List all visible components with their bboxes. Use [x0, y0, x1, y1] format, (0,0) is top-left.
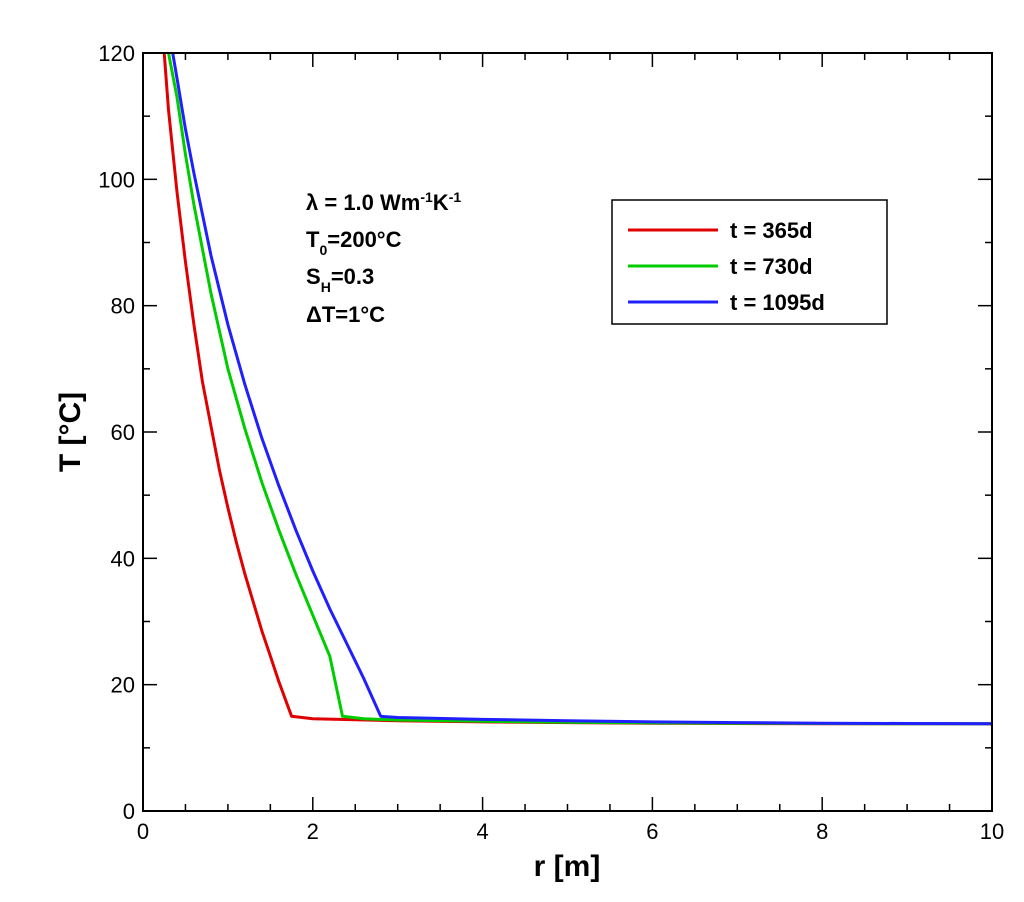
y-tick-label-20: 20: [111, 673, 135, 698]
legend: t = 365d t = 730d t = 1095d: [611, 199, 888, 325]
legend-label-730d: t = 730d: [730, 254, 813, 279]
x-tick-label-6: 6: [646, 819, 658, 844]
annotation-t0: T0=200°C: [306, 227, 402, 258]
y-tick-label-100: 100: [98, 167, 135, 192]
y-tick-label-60: 60: [111, 420, 135, 445]
plot-frame: [142, 52, 993, 812]
x-tick-label-4: 4: [476, 819, 488, 844]
legend-label-1095d: t = 1095d: [730, 290, 825, 315]
annotation-delta-t: ΔT=1°C: [306, 302, 385, 327]
legend-label-365d: t = 365d: [730, 218, 813, 243]
y-tick-label-40: 40: [111, 546, 135, 571]
y-tick-label-120: 120: [98, 41, 135, 66]
series-lines: [162, 53, 992, 726]
lambda-symbol: λ: [306, 190, 318, 215]
y-tick-label-0: 0: [123, 799, 135, 824]
plot-area: [143, 53, 992, 811]
x-tick-label-8: 8: [816, 819, 828, 844]
series-line-1095d: [171, 53, 992, 726]
annotation-block: λ = 1.0 Wm-1K-1 T0=200°C SH=0.3 ΔT=1°C: [306, 189, 461, 327]
y-tick-label-80: 80: [111, 294, 135, 319]
annotation-sh: SH=0.3: [306, 264, 374, 295]
x-axis-title: r [m]: [534, 850, 601, 883]
x-tick-label-10: 10: [980, 819, 1004, 844]
x-tick-label-2: 2: [307, 819, 319, 844]
annotation-lambda: λ = 1.0 Wm-1K-1: [306, 189, 461, 215]
y-axis-title: T [°C]: [54, 392, 87, 472]
x-tick-label-0: 0: [137, 819, 149, 844]
